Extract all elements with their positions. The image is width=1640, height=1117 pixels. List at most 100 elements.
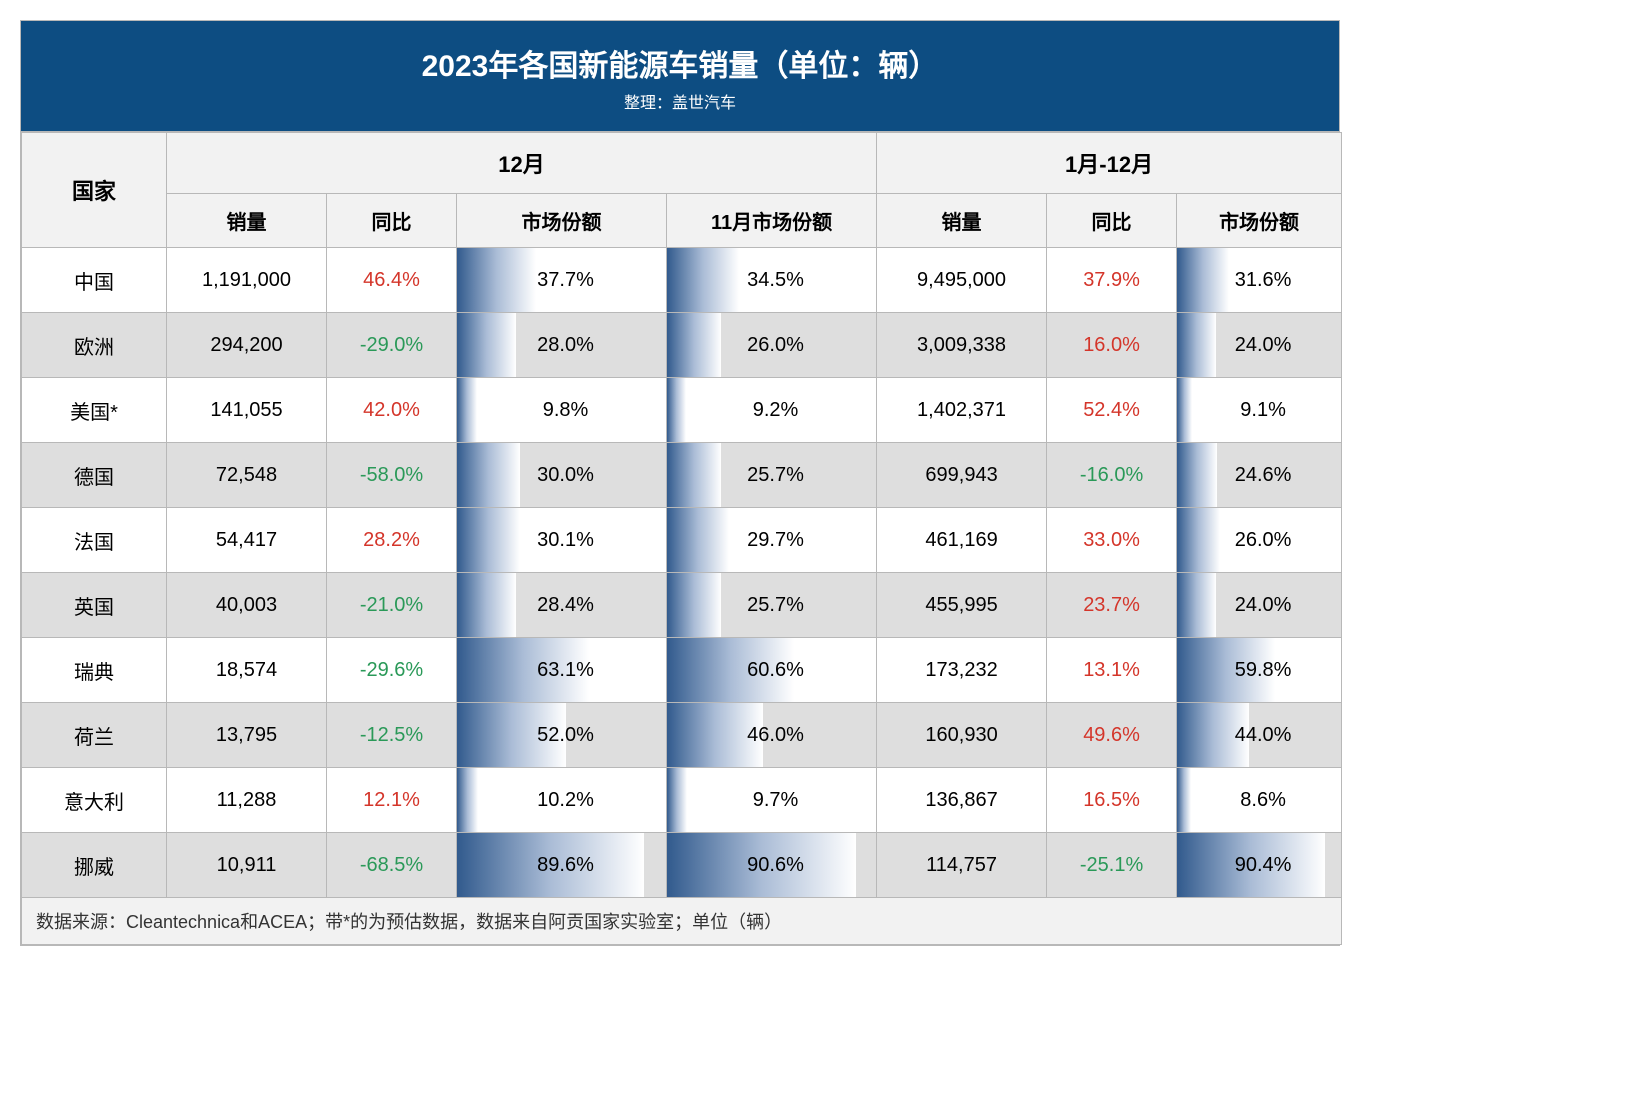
share-bar-cell: 25.7% [667, 443, 877, 508]
bar-label: 89.6% [457, 833, 666, 897]
share-bar-cell: 9.8% [457, 378, 667, 443]
share-bar-cell: 30.0% [457, 443, 667, 508]
bar-label: 24.0% [1177, 313, 1341, 377]
header-dec-share: 市场份额 [457, 194, 667, 248]
dec-yoy-cell: -68.5% [327, 833, 457, 898]
country-cell: 美国* [22, 378, 167, 443]
bar-label: 90.6% [667, 833, 876, 897]
ytd-yoy-cell: -16.0% [1047, 443, 1177, 508]
dec-sales-cell: 294,200 [167, 313, 327, 378]
dec-yoy-cell: -58.0% [327, 443, 457, 508]
bar-label: 59.8% [1177, 638, 1341, 702]
table-row: 挪威10,911-68.5%89.6%90.6%114,757-25.1%90.… [22, 833, 1342, 898]
bar-label: 52.0% [457, 703, 666, 767]
dec-sales-cell: 10,911 [167, 833, 327, 898]
table-body: 中国1,191,00046.4%37.7%34.5%9,495,00037.9%… [22, 248, 1342, 898]
country-cell: 德国 [22, 443, 167, 508]
ytd-yoy-cell: 16.5% [1047, 768, 1177, 833]
share-bar-cell: 30.1% [457, 508, 667, 573]
ytd-sales-cell: 455,995 [877, 573, 1047, 638]
table-row: 荷兰13,795-12.5%52.0%46.0%160,93049.6%44.0… [22, 703, 1342, 768]
ytd-yoy-cell: 37.9% [1047, 248, 1177, 313]
header-ytd-sales: 销量 [877, 194, 1047, 248]
ytd-yoy-cell: -25.1% [1047, 833, 1177, 898]
bar-label: 9.2% [667, 378, 876, 442]
dec-yoy-cell: 42.0% [327, 378, 457, 443]
ytd-sales-cell: 160,930 [877, 703, 1047, 768]
share-bar-cell: 9.7% [667, 768, 877, 833]
header-group-ytd: 1月-12月 [877, 133, 1342, 194]
ytd-yoy-cell: 13.1% [1047, 638, 1177, 703]
title-bar: 2023年各国新能源车销量（单位：辆） 整理：盖世汽车 [21, 21, 1339, 132]
table-row: 法国54,41728.2%30.1%29.7%461,16933.0%26.0% [22, 508, 1342, 573]
share-bar-cell: 29.7% [667, 508, 877, 573]
share-bar-cell: 59.8% [1177, 638, 1342, 703]
ev-sales-table: 2023年各国新能源车销量（单位：辆） 整理：盖世汽车 国家 12月 1月-12… [20, 20, 1340, 946]
ytd-yoy-cell: 23.7% [1047, 573, 1177, 638]
ytd-sales-cell: 114,757 [877, 833, 1047, 898]
bar-label: 46.0% [667, 703, 876, 767]
data-table: 国家 12月 1月-12月 销量 同比 市场份额 11月市场份额 销量 同比 市… [21, 132, 1342, 945]
table-row: 欧洲294,200-29.0%28.0%26.0%3,009,33816.0%2… [22, 313, 1342, 378]
bar-label: 28.0% [457, 313, 666, 377]
share-bar-cell: 10.2% [457, 768, 667, 833]
share-bar-cell: 90.4% [1177, 833, 1342, 898]
share-bar-cell: 60.6% [667, 638, 877, 703]
bar-label: 9.8% [457, 378, 666, 442]
dec-sales-cell: 11,288 [167, 768, 327, 833]
bar-label: 25.7% [667, 443, 876, 507]
ytd-yoy-cell: 16.0% [1047, 313, 1177, 378]
bar-label: 29.7% [667, 508, 876, 572]
share-bar-cell: 89.6% [457, 833, 667, 898]
dec-yoy-cell: -29.0% [327, 313, 457, 378]
country-cell: 中国 [22, 248, 167, 313]
share-bar-cell: 52.0% [457, 703, 667, 768]
bar-label: 10.2% [457, 768, 666, 832]
dec-yoy-cell: 28.2% [327, 508, 457, 573]
ytd-sales-cell: 9,495,000 [877, 248, 1047, 313]
bar-label: 9.1% [1177, 378, 1341, 442]
header-dec-sales: 销量 [167, 194, 327, 248]
share-bar-cell: 44.0% [1177, 703, 1342, 768]
dec-yoy-cell: -12.5% [327, 703, 457, 768]
bar-label: 34.5% [667, 248, 876, 312]
dec-sales-cell: 54,417 [167, 508, 327, 573]
share-bar-cell: 90.6% [667, 833, 877, 898]
ytd-sales-cell: 173,232 [877, 638, 1047, 703]
header-ytd-share: 市场份额 [1177, 194, 1342, 248]
share-bar-cell: 34.5% [667, 248, 877, 313]
share-bar-cell: 24.6% [1177, 443, 1342, 508]
header-dec-yoy: 同比 [327, 194, 457, 248]
bar-label: 9.7% [667, 768, 876, 832]
share-bar-cell: 63.1% [457, 638, 667, 703]
header-ytd-yoy: 同比 [1047, 194, 1177, 248]
bar-label: 63.1% [457, 638, 666, 702]
share-bar-cell: 31.6% [1177, 248, 1342, 313]
share-bar-cell: 26.0% [667, 313, 877, 378]
share-bar-cell: 37.7% [457, 248, 667, 313]
dec-yoy-cell: -29.6% [327, 638, 457, 703]
ytd-sales-cell: 3,009,338 [877, 313, 1047, 378]
bar-label: 90.4% [1177, 833, 1341, 897]
share-bar-cell: 9.2% [667, 378, 877, 443]
share-bar-cell: 24.0% [1177, 313, 1342, 378]
table-row: 意大利11,28812.1%10.2%9.7%136,86716.5%8.6% [22, 768, 1342, 833]
dec-yoy-cell: 12.1% [327, 768, 457, 833]
dec-sales-cell: 141,055 [167, 378, 327, 443]
footer-note: 数据来源：Cleantechnica和ACEA；带*的为预估数据，数据来自阿贡国… [22, 898, 1342, 945]
share-bar-cell: 28.4% [457, 573, 667, 638]
share-bar-cell: 28.0% [457, 313, 667, 378]
share-bar-cell: 24.0% [1177, 573, 1342, 638]
country-cell: 意大利 [22, 768, 167, 833]
dec-sales-cell: 13,795 [167, 703, 327, 768]
ytd-sales-cell: 136,867 [877, 768, 1047, 833]
bar-label: 25.7% [667, 573, 876, 637]
table-row: 德国72,548-58.0%30.0%25.7%699,943-16.0%24.… [22, 443, 1342, 508]
share-bar-cell: 9.1% [1177, 378, 1342, 443]
header-dec-nov-share: 11月市场份额 [667, 194, 877, 248]
dec-yoy-cell: 46.4% [327, 248, 457, 313]
ytd-yoy-cell: 49.6% [1047, 703, 1177, 768]
bar-label: 44.0% [1177, 703, 1341, 767]
table-row: 英国40,003-21.0%28.4%25.7%455,99523.7%24.0… [22, 573, 1342, 638]
country-cell: 欧洲 [22, 313, 167, 378]
